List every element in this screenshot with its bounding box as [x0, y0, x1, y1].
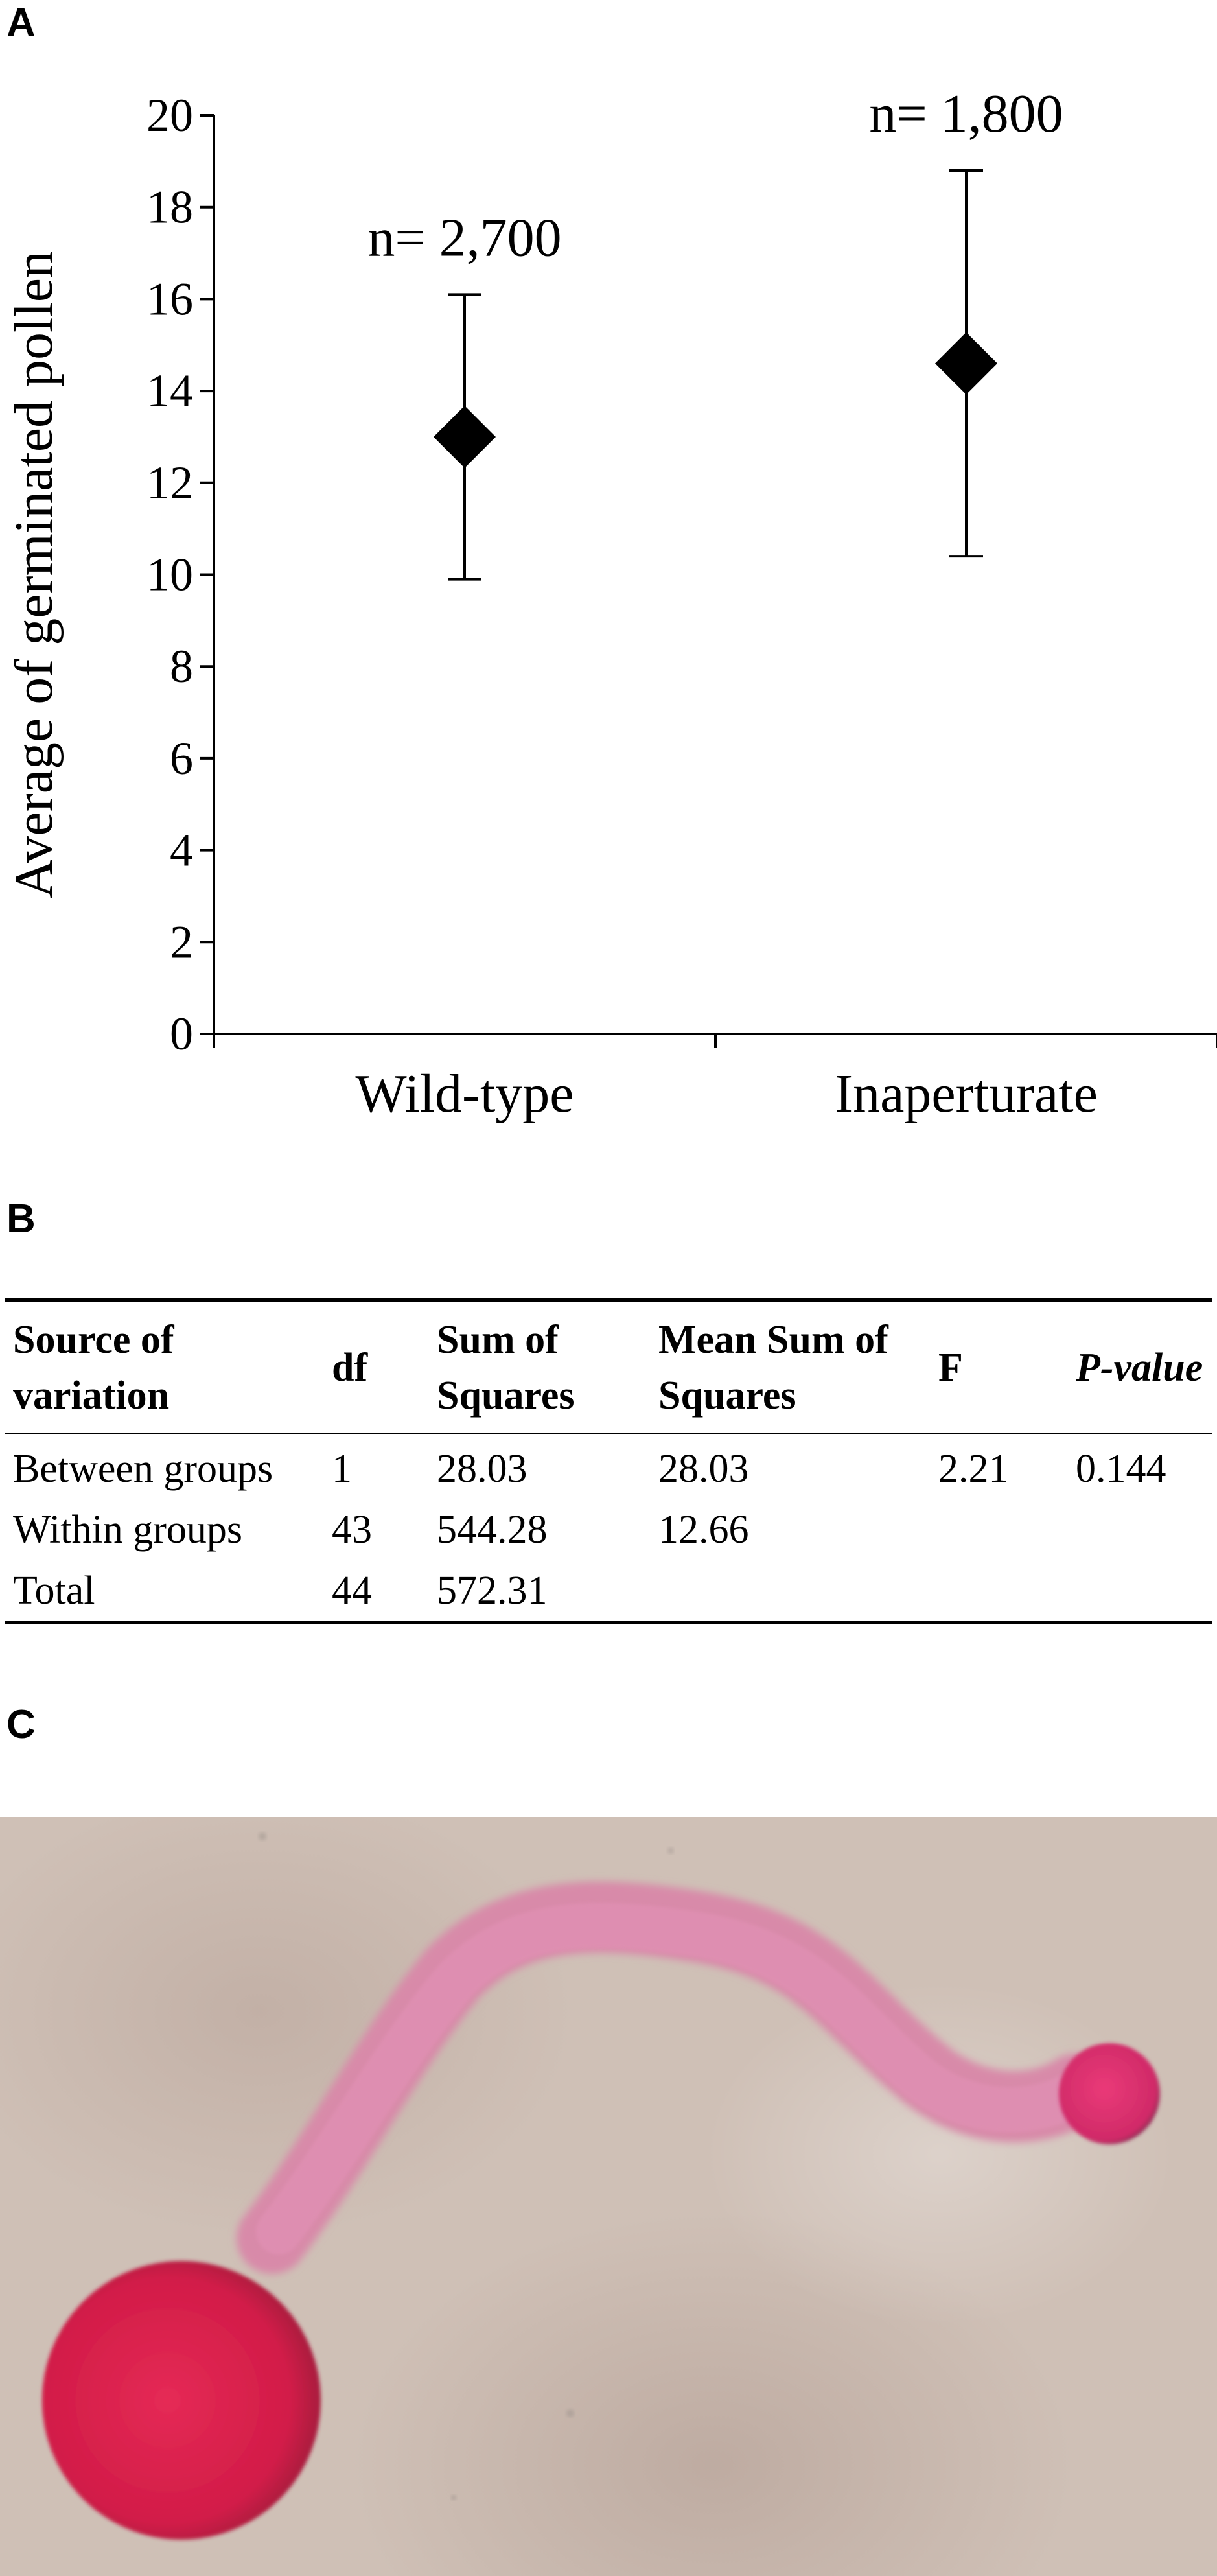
panel-label-c: C [6, 1702, 36, 1747]
cell: 28.03 [658, 1447, 749, 1491]
cell: 0.144 [1076, 1447, 1166, 1491]
y-tick-label: 16 [146, 273, 193, 325]
cell [931, 1499, 1068, 1560]
x-tick-label: Inaperturate [835, 1064, 1098, 1124]
cell: Total [13, 1569, 95, 1613]
cell: 28.03 [437, 1447, 527, 1491]
pollen-tube-core [256, 1903, 1095, 2254]
cell: 1 [332, 1447, 352, 1491]
y-axis-label: Average of germinated pollen [4, 251, 64, 898]
debris-speck [259, 1832, 266, 1840]
header-mean-sum-of-squares: Mean Sum of Squares [658, 1318, 888, 1418]
cell: 572.31 [437, 1569, 548, 1613]
table-header-row: Source of variation df Sum of Squares Me… [5, 1300, 1212, 1434]
cell [651, 1560, 931, 1623]
diamond-marker [935, 332, 997, 395]
header-source: Source of variation [13, 1318, 174, 1418]
cell: Within groups [13, 1508, 242, 1552]
cell: 44 [332, 1569, 372, 1613]
header-f: F [938, 1346, 963, 1390]
header-sum-of-squares: Sum of Squares [437, 1318, 575, 1418]
pollen-tube-drawing [42, 1832, 1160, 2540]
panel-label-a: A [6, 1, 36, 45]
y-tick-label: 12 [146, 457, 193, 509]
y-tick-label: 6 [170, 732, 193, 784]
y-tick-label: 20 [146, 89, 193, 141]
cell: 544.28 [437, 1508, 548, 1552]
debris-speck [667, 1847, 674, 1854]
pollen-grain [42, 2261, 321, 2540]
table-row: Within groups 43 544.28 12.66 [5, 1499, 1212, 1560]
y-tick-label: 14 [146, 365, 193, 417]
error-bar-chart: 0 2 4 6 8 10 12 14 16 18 20 Wild-type Inaperturate Av… [4, 84, 1217, 1124]
debris-speck [451, 2495, 456, 2500]
panel-a: A 0 2 4 6 8 10 12 14 16 18 20 Wild-type Inaperturate… [0, 0, 1217, 1154]
sample-size-label: n= 1,800 [869, 84, 1063, 144]
y-tick-label: 4 [170, 825, 193, 876]
y-tick-label: 10 [146, 549, 193, 601]
y-tick-label: 18 [146, 181, 193, 233]
header-df: df [332, 1346, 368, 1390]
debris-speck [566, 2409, 574, 2417]
cell [931, 1560, 1068, 1623]
y-tick-label: 0 [170, 1008, 193, 1060]
pollen-tube-tip [1059, 2043, 1160, 2144]
diamond-marker [434, 405, 496, 468]
table-row: Between groups 1 28.03 28.03 2.21 0.144 [5, 1434, 1212, 1500]
cell [1068, 1499, 1212, 1560]
table-row: Total 44 572.31 [5, 1560, 1212, 1623]
cell: 12.66 [658, 1508, 749, 1552]
pollen-micrograph [0, 1817, 1217, 2576]
panel-label-b: B [6, 1197, 36, 1241]
cell [1068, 1560, 1212, 1623]
cell: 43 [332, 1508, 372, 1552]
y-tick-label: 2 [170, 916, 193, 968]
sample-size-label: n= 2,700 [367, 207, 561, 268]
cell: 2.21 [938, 1447, 1009, 1491]
cell: Between groups [13, 1447, 273, 1491]
anova-table: Source of variation df Sum of Squares Me… [5, 1298, 1212, 1624]
y-tick-label: 8 [170, 640, 193, 692]
header-p-value: P-value [1076, 1346, 1203, 1390]
x-tick-label: Wild-type [355, 1064, 574, 1124]
